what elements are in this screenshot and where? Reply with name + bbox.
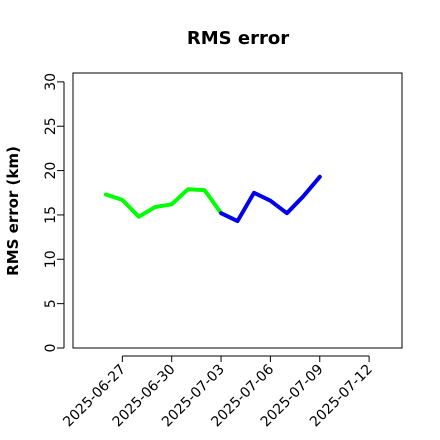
y-tick-label: 15 (43, 206, 59, 224)
y-axis: 0 5 10 15 20 25 30 (43, 73, 65, 353)
plot-frame (72, 72, 403, 349)
series-line-1 (103, 187, 224, 219)
chart-title: RMS error (187, 28, 289, 49)
y-tick-label: 30 (43, 73, 59, 91)
y-tick-label: 10 (43, 250, 59, 268)
y-tick-label: 25 (43, 117, 59, 135)
y-tick-label: 0 (43, 344, 59, 353)
y-tick-label: 5 (43, 299, 59, 308)
series-line-2 (219, 174, 322, 224)
y-axis-label: RMS error (km) (4, 146, 22, 276)
y-tick-label: 20 (43, 162, 59, 180)
x-axis: 2025-06-272025-06-302025-07-032025-07-06… (60, 355, 376, 430)
series-layer (103, 174, 322, 224)
